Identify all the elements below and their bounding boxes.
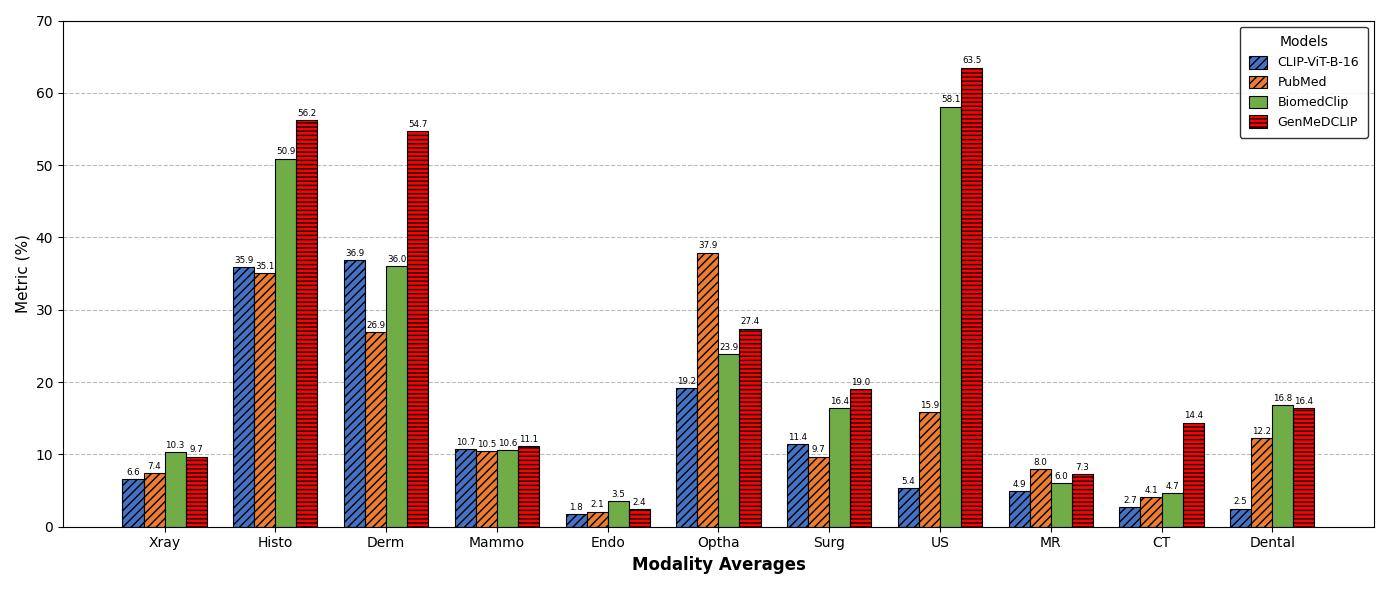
Bar xyxy=(454,449,476,527)
Text: 36.9: 36.9 xyxy=(344,249,364,258)
Bar xyxy=(565,514,586,527)
Bar xyxy=(697,253,718,527)
Text: 36.0: 36.0 xyxy=(388,255,407,264)
Text: 2.1: 2.1 xyxy=(590,501,604,509)
Bar xyxy=(718,354,739,527)
Text: 10.5: 10.5 xyxy=(476,439,496,449)
Bar xyxy=(164,452,186,527)
Text: 16.4: 16.4 xyxy=(1295,397,1314,406)
Text: 6.0: 6.0 xyxy=(1054,472,1068,481)
Bar xyxy=(1120,507,1140,527)
Text: 3.5: 3.5 xyxy=(611,490,625,499)
Text: 5.4: 5.4 xyxy=(901,477,915,485)
Text: 14.4: 14.4 xyxy=(1183,411,1203,421)
Text: 7.4: 7.4 xyxy=(147,462,161,471)
Bar xyxy=(850,389,871,527)
Text: 6.6: 6.6 xyxy=(126,468,140,477)
Bar xyxy=(1140,497,1161,527)
Bar xyxy=(961,68,982,527)
Text: 4.7: 4.7 xyxy=(1165,482,1179,491)
Bar xyxy=(518,446,539,527)
Bar xyxy=(1251,438,1272,527)
Text: 9.7: 9.7 xyxy=(811,445,825,454)
Text: 11.1: 11.1 xyxy=(519,435,538,444)
Text: 19.0: 19.0 xyxy=(851,378,871,387)
Bar xyxy=(296,120,318,527)
Bar xyxy=(476,451,497,527)
Text: 8.0: 8.0 xyxy=(1033,458,1047,466)
Legend: CLIP-ViT-B-16, PubMed, BiomedClip, GenMeDCLIP: CLIP-ViT-B-16, PubMed, BiomedClip, GenMe… xyxy=(1240,27,1368,138)
Text: 9.7: 9.7 xyxy=(189,445,203,454)
Bar xyxy=(233,267,254,527)
Text: 19.2: 19.2 xyxy=(678,377,696,386)
Bar xyxy=(407,131,428,527)
Bar xyxy=(497,450,518,527)
Text: 4.1: 4.1 xyxy=(1145,486,1158,495)
Bar xyxy=(897,488,920,527)
Bar xyxy=(829,408,850,527)
Bar xyxy=(676,388,697,527)
Text: 27.4: 27.4 xyxy=(740,317,760,326)
Bar xyxy=(920,412,940,527)
Text: 10.7: 10.7 xyxy=(456,438,475,447)
Text: 37.9: 37.9 xyxy=(699,241,718,250)
Bar xyxy=(808,456,829,527)
Text: 2.5: 2.5 xyxy=(1233,498,1247,507)
Bar xyxy=(940,107,961,527)
Bar xyxy=(1272,405,1293,527)
Text: 12.2: 12.2 xyxy=(1253,428,1271,436)
Text: 26.9: 26.9 xyxy=(367,321,385,330)
Text: 7.3: 7.3 xyxy=(1075,463,1089,472)
Text: 15.9: 15.9 xyxy=(920,401,939,409)
Text: 2.4: 2.4 xyxy=(632,498,646,507)
Text: 2.7: 2.7 xyxy=(1124,496,1136,505)
X-axis label: Modality Averages: Modality Averages xyxy=(632,556,806,574)
Bar xyxy=(1029,469,1050,527)
Bar xyxy=(629,509,650,527)
Bar xyxy=(365,332,386,527)
Bar xyxy=(143,473,164,527)
Bar xyxy=(607,501,629,527)
Bar xyxy=(1072,474,1093,527)
Text: 4.9: 4.9 xyxy=(1013,480,1026,489)
Bar xyxy=(1231,509,1251,527)
Text: 16.8: 16.8 xyxy=(1274,394,1292,403)
Bar xyxy=(1293,408,1314,527)
Text: 1.8: 1.8 xyxy=(569,502,583,511)
Bar xyxy=(186,456,207,527)
Text: 58.1: 58.1 xyxy=(940,95,960,104)
Bar xyxy=(1050,484,1072,527)
Bar xyxy=(788,444,808,527)
Bar xyxy=(586,511,607,527)
Text: 16.4: 16.4 xyxy=(831,397,849,406)
Bar xyxy=(254,273,275,527)
Text: 56.2: 56.2 xyxy=(297,109,317,118)
Bar xyxy=(1008,491,1029,527)
Bar xyxy=(739,329,761,527)
Bar xyxy=(122,479,143,527)
Bar xyxy=(386,266,407,527)
Text: 23.9: 23.9 xyxy=(720,343,739,352)
Bar xyxy=(1182,422,1204,527)
Text: 10.6: 10.6 xyxy=(497,439,517,448)
Text: 63.5: 63.5 xyxy=(961,57,981,65)
Text: 35.9: 35.9 xyxy=(235,256,253,265)
Text: 50.9: 50.9 xyxy=(276,147,296,157)
Bar xyxy=(1161,493,1182,527)
Text: 10.3: 10.3 xyxy=(165,441,185,450)
Text: 11.4: 11.4 xyxy=(788,433,807,442)
Y-axis label: Metric (%): Metric (%) xyxy=(15,234,31,313)
Bar xyxy=(344,260,365,527)
Text: 35.1: 35.1 xyxy=(256,262,275,271)
Text: 54.7: 54.7 xyxy=(408,120,428,129)
Bar xyxy=(275,158,296,527)
